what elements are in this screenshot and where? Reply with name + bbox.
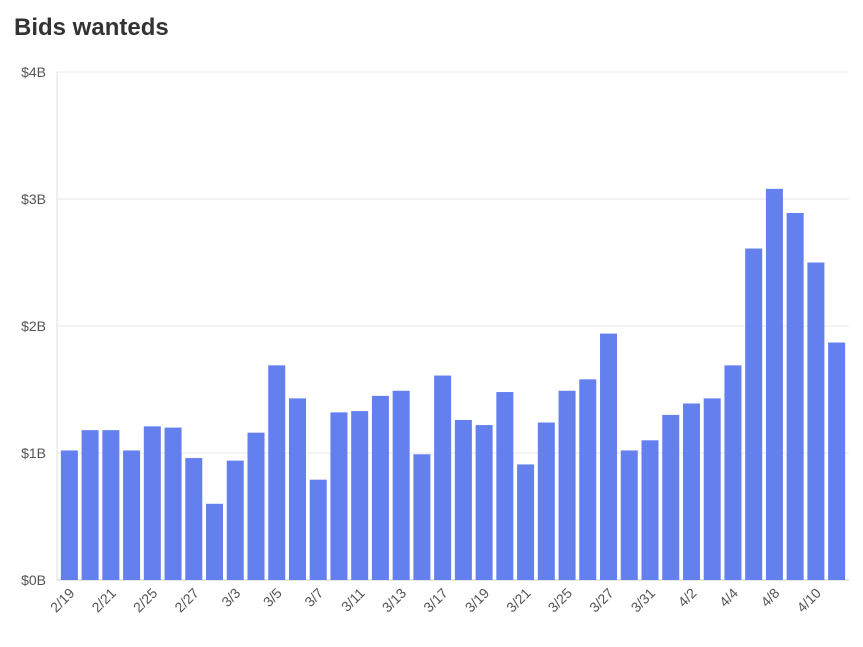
bar (164, 427, 182, 580)
x-tick-label: 2/25 (130, 585, 161, 616)
bar (682, 403, 700, 580)
bar (392, 390, 410, 580)
x-tick-label: 2/27 (171, 585, 202, 616)
bar (102, 430, 120, 580)
bar (517, 464, 535, 580)
x-tick-label: 2/21 (88, 585, 119, 616)
bar (600, 333, 618, 580)
bar (351, 411, 369, 580)
y-tick-label: $4B (21, 64, 46, 80)
x-tick-label: 4/8 (757, 585, 782, 610)
bar (247, 432, 265, 580)
x-tick-label: 3/31 (628, 585, 659, 616)
bar (60, 450, 78, 580)
bar (620, 450, 638, 580)
chart-title: Bids wanteds (14, 14, 169, 41)
bar (765, 188, 783, 580)
bar (724, 365, 742, 580)
bar (143, 426, 161, 580)
y-tick-label: $3B (21, 191, 46, 207)
bar (537, 422, 555, 580)
x-tick-label: 3/5 (260, 585, 285, 610)
bar (81, 430, 99, 580)
bar (226, 460, 244, 580)
bar (185, 458, 203, 580)
y-tick-label: $2B (21, 318, 46, 334)
bar (703, 398, 721, 580)
bar (413, 454, 431, 580)
bar (123, 450, 141, 580)
bar (309, 479, 327, 580)
x-tick-label: 4/10 (793, 585, 824, 616)
x-tick-label: 3/19 (462, 585, 493, 616)
x-tick-label: 3/3 (218, 585, 243, 610)
bar (558, 390, 576, 580)
x-tick-label: 3/21 (503, 585, 534, 616)
bar (454, 419, 472, 580)
bar (330, 412, 348, 580)
x-tick-label: 3/13 (379, 585, 410, 616)
bar (745, 248, 763, 580)
bar (807, 262, 825, 580)
bar (828, 342, 846, 580)
x-tick-label: 4/2 (675, 585, 700, 610)
x-tick-label: 4/4 (716, 585, 741, 610)
bar (206, 503, 224, 580)
bar (786, 212, 804, 580)
bar (641, 440, 659, 580)
bar (268, 365, 286, 580)
x-tick-label: 2/19 (47, 585, 78, 616)
x-tick-label: 3/17 (420, 585, 451, 616)
y-tick-label: $1B (21, 445, 46, 461)
bar (288, 398, 306, 580)
bar (662, 414, 680, 580)
x-tick-label: 3/7 (301, 585, 326, 610)
x-tick-label: 3/11 (338, 585, 368, 615)
x-tick-label: 3/27 (586, 585, 617, 616)
bar (475, 425, 493, 580)
y-tick-label: $0B (21, 572, 46, 588)
bar (496, 392, 514, 580)
x-tick-label: 3/25 (545, 585, 576, 616)
bar (434, 375, 452, 580)
bar (371, 395, 389, 580)
bar (579, 379, 597, 580)
